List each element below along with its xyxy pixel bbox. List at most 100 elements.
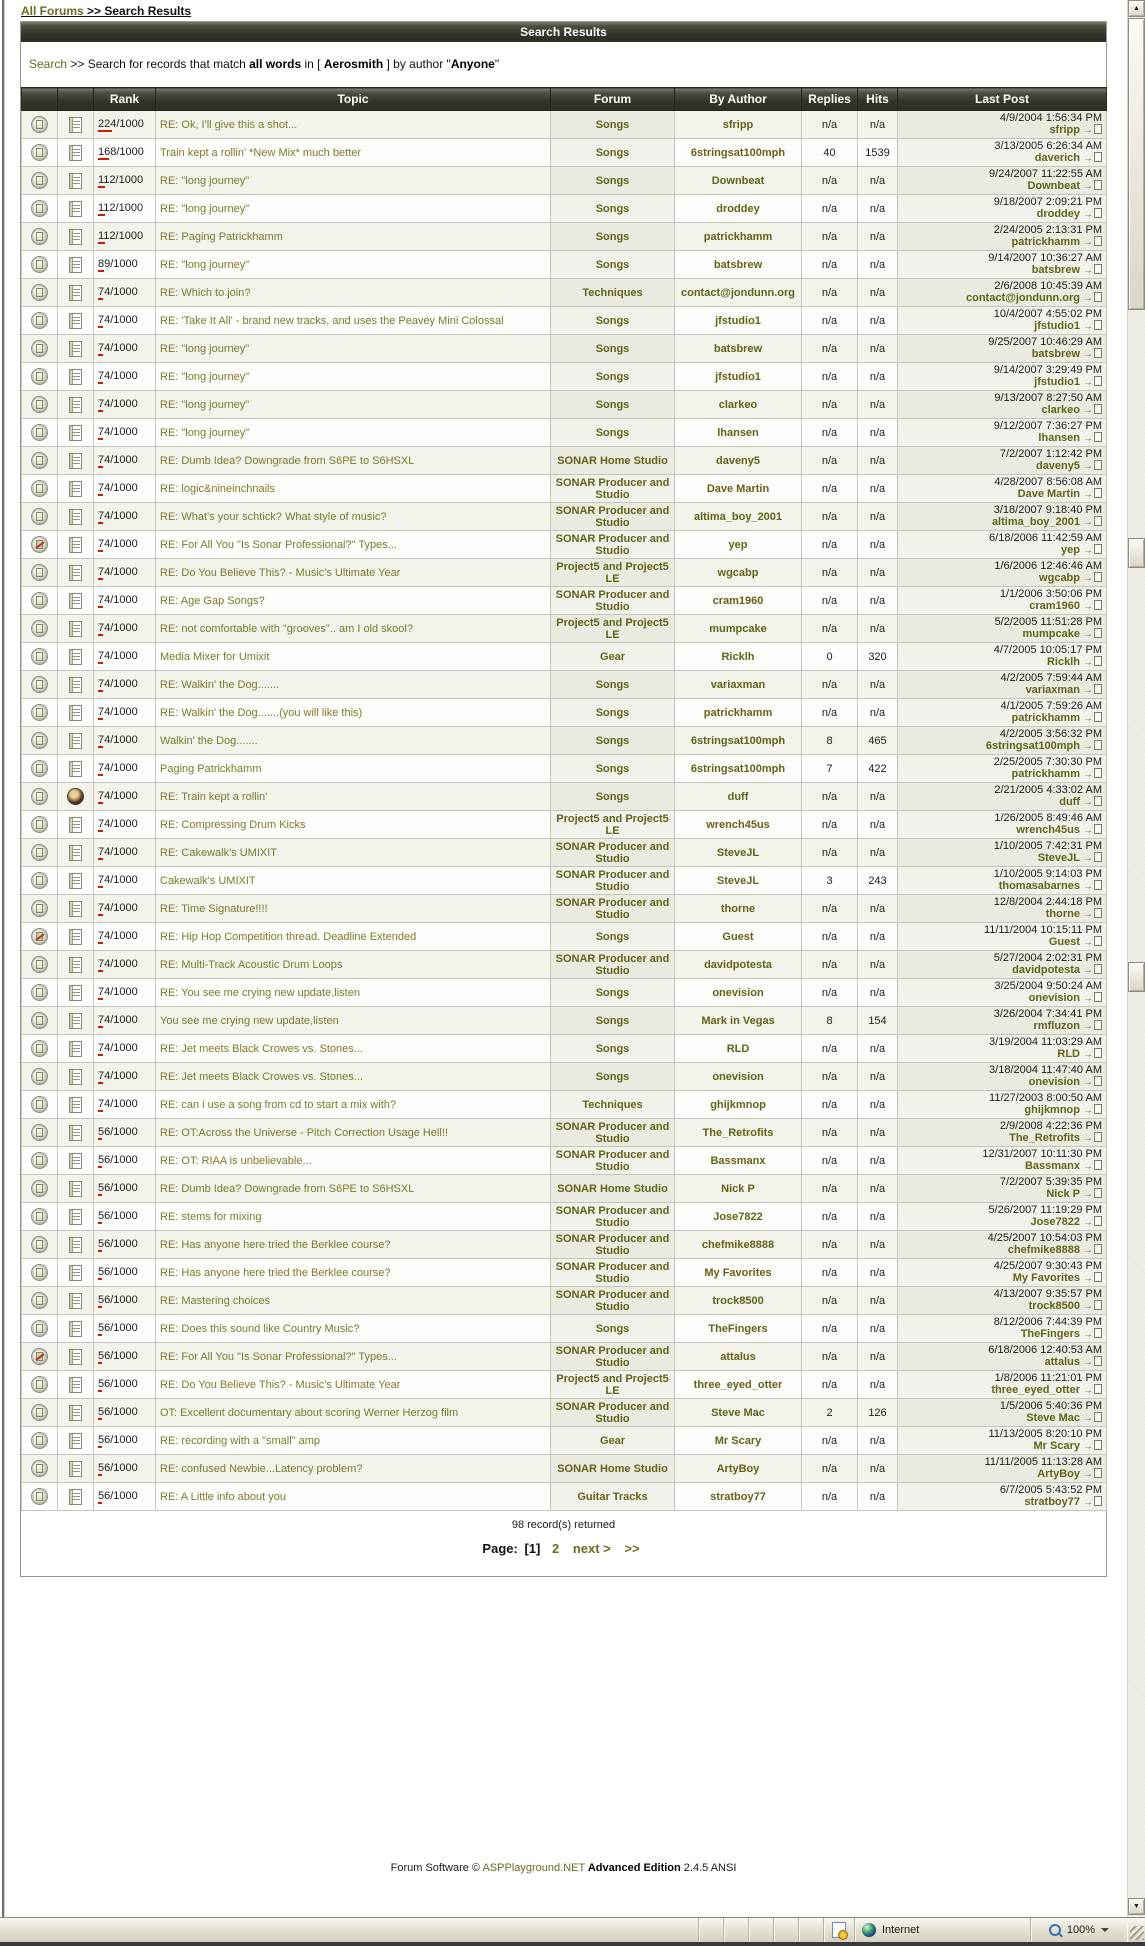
post-list-icon[interactable] — [69, 1404, 82, 1421]
topic-link[interactable]: RE: "long journey" — [160, 370, 250, 383]
last-post-author-link[interactable]: batsbrew — [1031, 348, 1080, 360]
forum-link[interactable]: Songs — [595, 342, 630, 355]
author-link[interactable]: patrickhamm — [703, 706, 773, 719]
goto-last-post-icon[interactable] — [1083, 656, 1102, 669]
forum-link[interactable]: SONAR Producer and Studio — [555, 952, 670, 977]
post-list-icon[interactable] — [69, 564, 82, 581]
author-link[interactable]: yep — [728, 538, 748, 551]
last-post-author-link[interactable]: sfripp — [1049, 124, 1080, 136]
author-link[interactable]: Mark in Vegas — [701, 1014, 775, 1027]
post-list-icon[interactable] — [69, 1180, 82, 1197]
last-post-author-link[interactable]: jfstudio1 — [1034, 376, 1080, 388]
last-post-author-link[interactable]: Guest — [1048, 936, 1080, 948]
author-link[interactable]: daveny5 — [715, 454, 761, 467]
goto-last-post-icon[interactable] — [1083, 1244, 1102, 1257]
forum-link[interactable]: Songs — [595, 1014, 630, 1027]
post-list-icon[interactable] — [69, 844, 82, 861]
goto-last-post-icon[interactable] — [1083, 236, 1102, 249]
goto-last-post-icon[interactable] — [1083, 824, 1102, 837]
topic-link[interactable]: RE: Dumb Idea? Downgrade from S6PE to S6… — [160, 454, 415, 467]
author-link[interactable]: onevision — [712, 986, 764, 999]
topic-link[interactable]: RE: can i use a song from cd to start a … — [160, 1098, 396, 1111]
author-link[interactable]: cram1960 — [712, 594, 764, 607]
post-list-icon[interactable] — [69, 1460, 82, 1477]
forum-link[interactable]: Songs — [595, 1042, 630, 1055]
post-list-icon[interactable] — [69, 956, 82, 973]
forum-link[interactable]: SONAR Producer and Studio — [555, 840, 670, 865]
last-post-author-link[interactable]: stratboy77 — [1024, 1496, 1080, 1508]
topic-link[interactable]: RE: You see me crying new update,listen — [160, 986, 360, 999]
forum-link[interactable]: SONAR Producer and Studio — [555, 476, 670, 501]
author-link[interactable]: onevision — [712, 1070, 764, 1083]
goto-last-post-icon[interactable] — [1083, 1412, 1102, 1425]
author-link[interactable]: thorne — [720, 902, 756, 915]
zoom-dropdown-caret[interactable] — [1101, 1928, 1110, 1932]
forum-link[interactable]: Project5 and Project5 LE — [556, 616, 669, 641]
last-post-author-link[interactable]: rmfluzon — [1033, 1020, 1080, 1032]
author-link[interactable]: patrickhamm — [703, 230, 773, 243]
last-post-author-link[interactable]: thomasabarnes — [998, 880, 1080, 892]
topic-link[interactable]: RE: Do You Believe This? - Music's Ultim… — [160, 566, 401, 579]
last-post-author-link[interactable]: daveny5 — [1035, 460, 1080, 472]
goto-last-post-icon[interactable] — [1083, 852, 1102, 865]
topic-link[interactable]: RE: "long journey" — [160, 258, 250, 271]
author-link[interactable]: sfripp — [722, 118, 754, 131]
last-post-author-link[interactable]: Ricklh — [1046, 656, 1080, 668]
author-link[interactable]: Guest — [722, 930, 754, 943]
author-link[interactable]: trock8500 — [712, 1294, 764, 1307]
resize-grip[interactable] — [1130, 1926, 1144, 1940]
last-post-author-link[interactable]: cram1960 — [1029, 600, 1080, 612]
goto-last-post-icon[interactable] — [1083, 1216, 1102, 1229]
scrollbar-thumb-segment-3[interactable] — [1128, 962, 1145, 992]
forum-link[interactable]: SONAR Producer and Studio — [555, 868, 670, 893]
author-link[interactable]: 6stringsat100mph — [690, 146, 786, 159]
post-list-icon[interactable] — [69, 1348, 82, 1365]
post-list-icon[interactable] — [69, 816, 82, 833]
goto-last-post-icon[interactable] — [1083, 936, 1102, 949]
last-post-author-link[interactable]: The_Retrofits — [1009, 1132, 1080, 1144]
author-link[interactable]: Ricklh — [721, 650, 755, 663]
forum-link[interactable]: SONAR Producer and Studio — [555, 1148, 670, 1173]
forum-link[interactable]: Guitar Tracks — [577, 1490, 648, 1503]
forum-link[interactable]: Project5 and Project5 LE — [556, 812, 669, 837]
goto-last-post-icon[interactable] — [1083, 404, 1102, 417]
author-link[interactable]: My Favorites — [704, 1266, 772, 1279]
goto-last-post-icon[interactable] — [1083, 376, 1102, 389]
last-post-author-link[interactable]: yep — [1061, 544, 1080, 556]
topic-link[interactable]: RE: Has anyone here tried the Berklee co… — [160, 1266, 391, 1279]
topic-link[interactable]: RE: Do You Believe This? - Music's Ultim… — [160, 1378, 401, 1391]
last-post-author-link[interactable]: patrickhamm — [1011, 768, 1080, 780]
post-list-icon[interactable] — [69, 900, 82, 917]
last-post-author-link[interactable]: 6stringsat100mph — [985, 740, 1080, 752]
author-link[interactable]: ArtyBoy — [716, 1462, 760, 1475]
author-link[interactable]: lhansen — [717, 426, 759, 439]
forum-link[interactable]: SONAR Producer and Studio — [555, 504, 670, 529]
topic-link[interactable]: RE: Age Gap Songs? — [160, 594, 265, 607]
author-link[interactable]: duff — [727, 790, 749, 803]
scrollbar-thumb[interactable] — [1128, 18, 1145, 310]
post-list-icon[interactable] — [69, 1376, 82, 1393]
forum-link[interactable]: SONAR Producer and Studio — [555, 1204, 670, 1229]
breadcrumb-all-forums-link[interactable]: All Forums — [21, 4, 84, 18]
topic-link[interactable]: RE: Has anyone here tried the Berklee co… — [160, 1238, 391, 1251]
topic-link[interactable]: Media Mixer for Umixit — [160, 650, 270, 663]
goto-last-post-icon[interactable] — [1083, 1468, 1102, 1481]
topic-link[interactable]: RE: 'Take It All' - brand new tracks, an… — [160, 314, 504, 327]
goto-last-post-icon[interactable] — [1083, 1328, 1102, 1341]
author-link[interactable]: batsbrew — [713, 258, 763, 271]
last-post-author-link[interactable]: contact@jondunn.org — [966, 292, 1080, 304]
topic-link[interactable]: OT: Excellent documentary about scoring … — [160, 1406, 459, 1419]
forum-link[interactable]: Gear — [599, 1434, 626, 1447]
post-list-icon[interactable] — [69, 592, 82, 609]
pagination-page-2-link[interactable]: 2 — [551, 1541, 560, 1556]
author-link[interactable]: attalus — [720, 1350, 756, 1363]
last-post-author-link[interactable]: Jose7822 — [1030, 1216, 1080, 1228]
post-list-icon[interactable] — [69, 452, 82, 469]
goto-last-post-icon[interactable] — [1083, 264, 1102, 277]
topic-link[interactable]: RE: Jet meets Black Crowes vs. Stones... — [160, 1042, 363, 1055]
goto-last-post-icon[interactable] — [1083, 572, 1102, 585]
last-post-author-link[interactable]: Bassmanx — [1024, 1160, 1080, 1172]
forum-link[interactable]: SONAR Producer and Studio — [555, 1232, 670, 1257]
last-post-author-link[interactable]: clarkeo — [1041, 404, 1080, 416]
post-list-icon[interactable] — [69, 1488, 82, 1505]
